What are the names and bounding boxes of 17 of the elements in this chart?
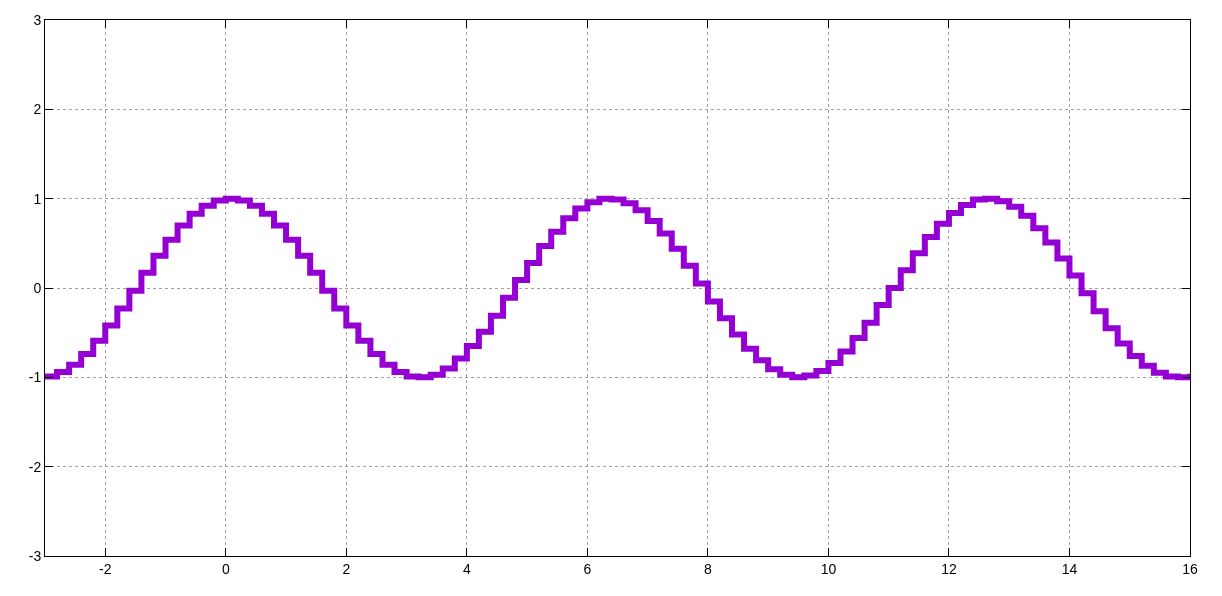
y-tick-label: 0 xyxy=(33,279,42,296)
x-tick-label: 6 xyxy=(583,560,592,577)
x-tick-label: 12 xyxy=(941,560,957,577)
y-tick-label: -3 xyxy=(28,547,42,564)
x-tick-label: 4 xyxy=(462,560,471,577)
x-tick-label: 16 xyxy=(1182,560,1198,577)
x-tick-label: 8 xyxy=(703,560,712,577)
y-tick-label: -2 xyxy=(28,458,42,475)
x-tick-label: 2 xyxy=(342,560,351,577)
x-tick-label: 0 xyxy=(221,560,230,577)
x-tick-label: 10 xyxy=(820,560,837,577)
y-tick-label: -1 xyxy=(28,369,42,386)
x-tick-label: 14 xyxy=(1061,560,1078,577)
y-tick-label: 3 xyxy=(33,11,42,28)
y-tick-label: 2 xyxy=(33,101,42,118)
x-tick-label: -2 xyxy=(99,560,112,577)
y-tick-label: 1 xyxy=(33,190,42,207)
